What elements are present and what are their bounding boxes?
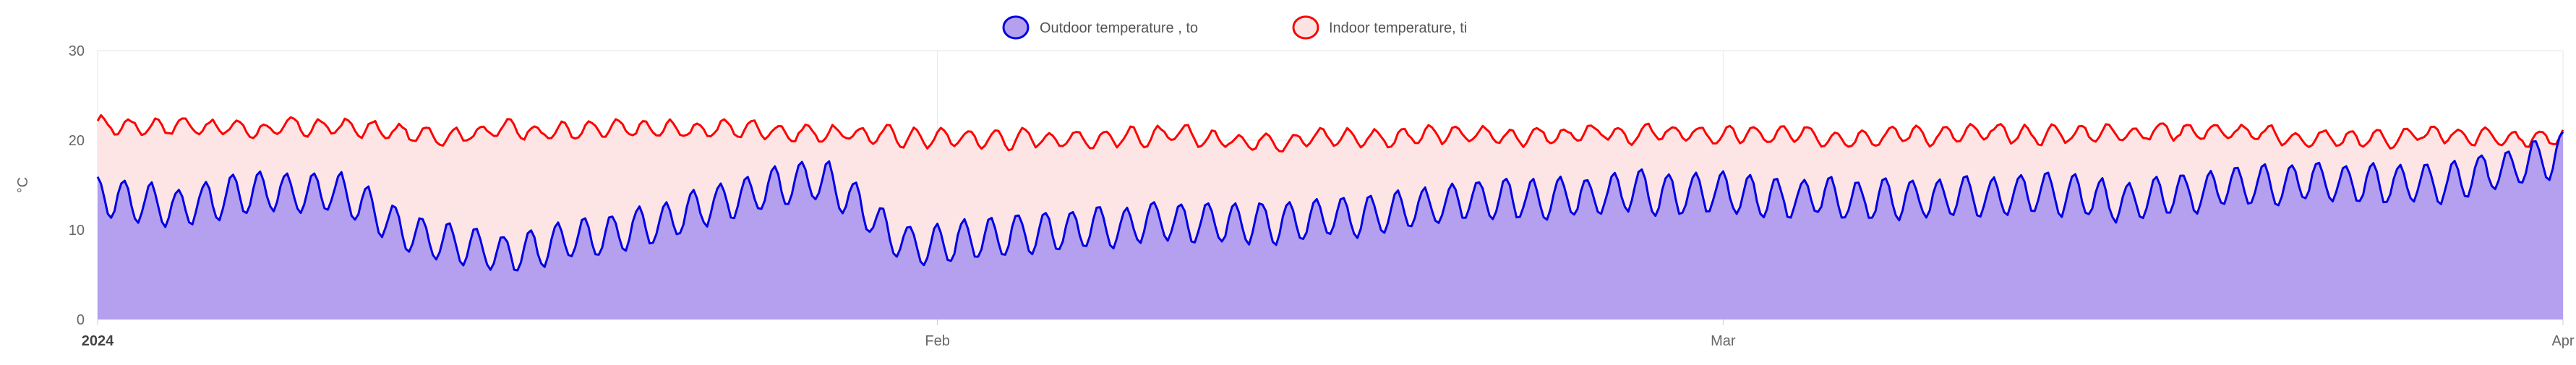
x-tick-label: Mar — [1711, 333, 1736, 349]
y-tick-label: 30 — [69, 43, 85, 59]
x-tick-label: Feb — [925, 333, 949, 349]
x-tick-label: Apr — [2551, 333, 2574, 349]
legend: Outdoor temperature , to Indoor temperatu… — [1002, 15, 1467, 40]
legend-marker-outdoor[interactable] — [1002, 15, 1030, 40]
series-lines — [96, 113, 2564, 272]
series-line-indoor — [96, 113, 2564, 153]
y-tick-label: 0 — [77, 312, 85, 328]
series-areas — [98, 115, 2563, 319]
legend-label-indoor[interactable]: Indoor temperature, ti — [1329, 20, 1467, 36]
axes: 0 10 20 30 2024 Feb Mar Apr °C — [15, 43, 2575, 349]
legend-marker-indoor[interactable] — [1292, 15, 1319, 40]
y-tick-label: 20 — [69, 133, 85, 149]
x-tick-label: 2024 — [82, 333, 114, 349]
y-tick-label: 10 — [69, 223, 85, 239]
legend-label-outdoor[interactable]: Outdoor temperature , to — [1040, 20, 1198, 36]
series-line-outdoor — [96, 131, 2564, 272]
series-area-outdoor — [98, 132, 2563, 319]
y-axis-label: °C — [15, 177, 31, 193]
